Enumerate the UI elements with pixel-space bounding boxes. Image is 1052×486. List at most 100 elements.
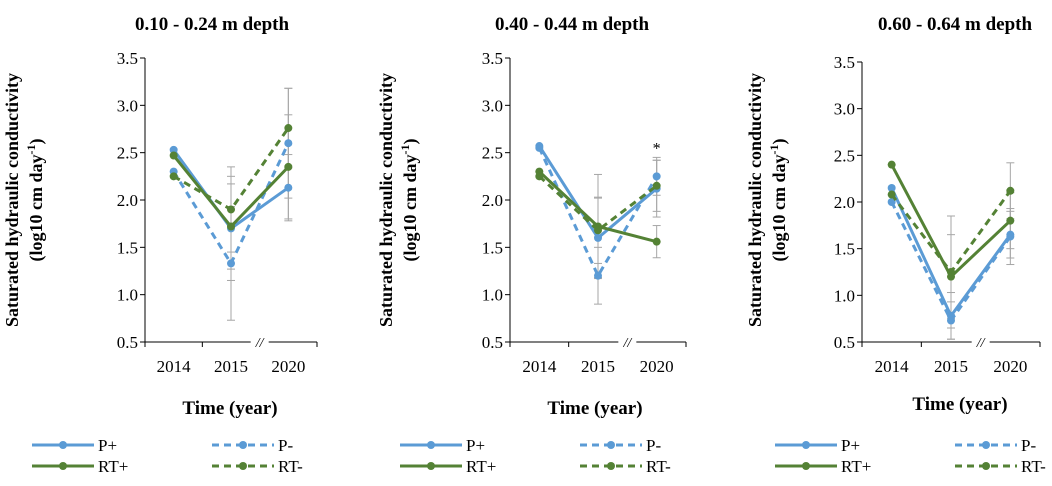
data-point-P- <box>887 198 896 206</box>
y-tick-label: 1.0 <box>117 286 138 305</box>
legend: P+ P- RT+ RT- <box>775 436 1046 476</box>
legend-marker-P+ <box>802 441 810 449</box>
chart-title: 0.40 - 0.44 m depth <box>495 14 650 35</box>
data-point-RT+ <box>227 222 235 231</box>
y-tick-label: 2.5 <box>834 146 855 165</box>
data-point-P+ <box>887 184 896 192</box>
legend-label-RT-: RT- <box>1021 457 1046 476</box>
legend-label-P+: P+ <box>98 436 117 455</box>
data-point-RT+ <box>652 237 661 246</box>
data-point-RT+ <box>887 160 896 169</box>
y-tick-label: 2.5 <box>482 144 503 163</box>
data-point-RT+ <box>284 162 293 171</box>
legend: P+ P- RT+ RT- <box>400 436 671 476</box>
legend-marker-RT- <box>607 462 615 470</box>
y-axis-unit-text: (log10 cm day <box>769 155 790 262</box>
y-tick-label: 1.0 <box>834 286 855 305</box>
axis-break-gap <box>250 337 269 347</box>
y-axis-label-line2: (log10 cm day-1) <box>398 139 421 262</box>
y-axis-label: Saturated hydraulic conductivity <box>745 73 765 327</box>
data-point-RT+ <box>169 151 178 160</box>
x-tick-label: 2020 <box>640 357 674 376</box>
y-axis-label: Saturated hydraulic conductivity <box>376 73 396 327</box>
legend-marker-RT- <box>239 462 247 470</box>
x-axis-label: Time (year) <box>912 394 1007 415</box>
legend-label-P+: P+ <box>466 436 485 455</box>
data-point-P- <box>227 259 235 268</box>
x-tick-label: 2020 <box>271 357 305 376</box>
chart-panel-3: 0.60 - 0.64 m depth Saturated hydraulic c… <box>745 14 1046 476</box>
legend-label-P-: P- <box>1021 436 1036 455</box>
chart-title: 0.60 - 0.64 m depth <box>878 14 1033 35</box>
data-point-P- <box>594 271 602 280</box>
series-line-RT- <box>538 175 658 233</box>
significance-marker: * <box>653 140 661 157</box>
y-tick-label: 1.5 <box>482 238 503 257</box>
axis-break-mark: // <box>976 336 986 351</box>
y-axis-unit-close: ) <box>400 139 421 145</box>
data-point-RT- <box>284 124 293 133</box>
data-point-P+ <box>594 233 602 242</box>
data-point-RT- <box>887 190 896 199</box>
axis-break-mark: // <box>622 336 632 351</box>
legend-marker-P- <box>982 441 990 449</box>
y-tick-label: 0.5 <box>834 333 855 352</box>
x-tick-label: 2014 <box>875 357 910 376</box>
data-point-RT+ <box>1006 216 1015 225</box>
y-axis-label: Saturated hydraulic conductivity <box>2 73 22 327</box>
data-point-P- <box>284 139 293 148</box>
y-axis-label-line1: Saturated hydraulic conductivity <box>2 73 22 327</box>
chart-panel-2: 0.40 - 0.44 m depth Saturated hydraulic c… <box>376 14 687 476</box>
data-point-P+ <box>284 183 293 192</box>
axis-break-mark: // <box>255 336 265 351</box>
legend-label-RT+: RT+ <box>466 457 496 476</box>
legend-marker-RT+ <box>59 462 67 470</box>
x-tick-label: 2015 <box>934 357 968 376</box>
data-point-RT- <box>169 172 178 181</box>
y-tick-label: 2.0 <box>117 191 138 210</box>
legend-marker-P- <box>607 441 615 449</box>
data-point-RT- <box>652 181 661 190</box>
y-axis-label-line1: Saturated hydraulic conductivity <box>745 73 765 327</box>
data-point-P- <box>535 143 544 152</box>
y-tick-label: 3.5 <box>834 53 855 72</box>
legend: P+ P- RT+ RT- <box>32 436 303 476</box>
y-axis-unit-superscript: -1 <box>24 145 38 155</box>
y-axis-unit-text: (log10 cm day <box>400 155 421 262</box>
y-tick-label: 0.5 <box>482 333 503 352</box>
legend-label-P-: P- <box>278 436 293 455</box>
x-tick-label: 2014 <box>522 357 557 376</box>
legend-marker-RT+ <box>427 462 435 470</box>
legend-marker-P+ <box>427 441 435 449</box>
data-point-P+ <box>169 145 178 154</box>
y-axis-label-line2: (log10 cm day-1) <box>24 139 47 262</box>
data-point-RT- <box>947 268 955 276</box>
x-axis-label: Time (year) <box>547 398 642 419</box>
legend-label-P+: P+ <box>841 436 860 455</box>
y-tick-label: 3.0 <box>482 96 503 115</box>
data-point-RT- <box>594 226 602 235</box>
x-axis-label: Time (year) <box>182 398 277 419</box>
y-tick-label: 3.0 <box>117 96 138 115</box>
x-tick-label: 2014 <box>157 357 192 376</box>
y-tick-label: 3.5 <box>117 49 138 68</box>
axis-break-gap <box>618 337 637 347</box>
y-tick-label: 2.0 <box>482 191 503 210</box>
y-axis-label-units: (log10 cm day-1) <box>767 139 790 262</box>
legend-label-RT-: RT- <box>646 457 671 476</box>
y-axis-unit-text: (log10 cm day <box>26 155 47 262</box>
y-tick-label: 3.0 <box>834 100 855 119</box>
data-point-RT- <box>227 205 235 214</box>
data-point-RT- <box>1006 186 1015 195</box>
data-point-P- <box>1006 232 1015 241</box>
series-line-P- <box>537 147 658 279</box>
legend-label-P-: P- <box>646 436 661 455</box>
data-point-P- <box>947 316 955 325</box>
y-tick-label: 1.5 <box>834 240 855 259</box>
legend-marker-P- <box>239 441 247 449</box>
y-tick-label: 2.5 <box>117 144 138 163</box>
legend-marker-RT+ <box>802 462 810 470</box>
legend-marker-RT- <box>982 462 990 470</box>
y-axis-label-line1: Saturated hydraulic conductivity <box>376 73 396 327</box>
